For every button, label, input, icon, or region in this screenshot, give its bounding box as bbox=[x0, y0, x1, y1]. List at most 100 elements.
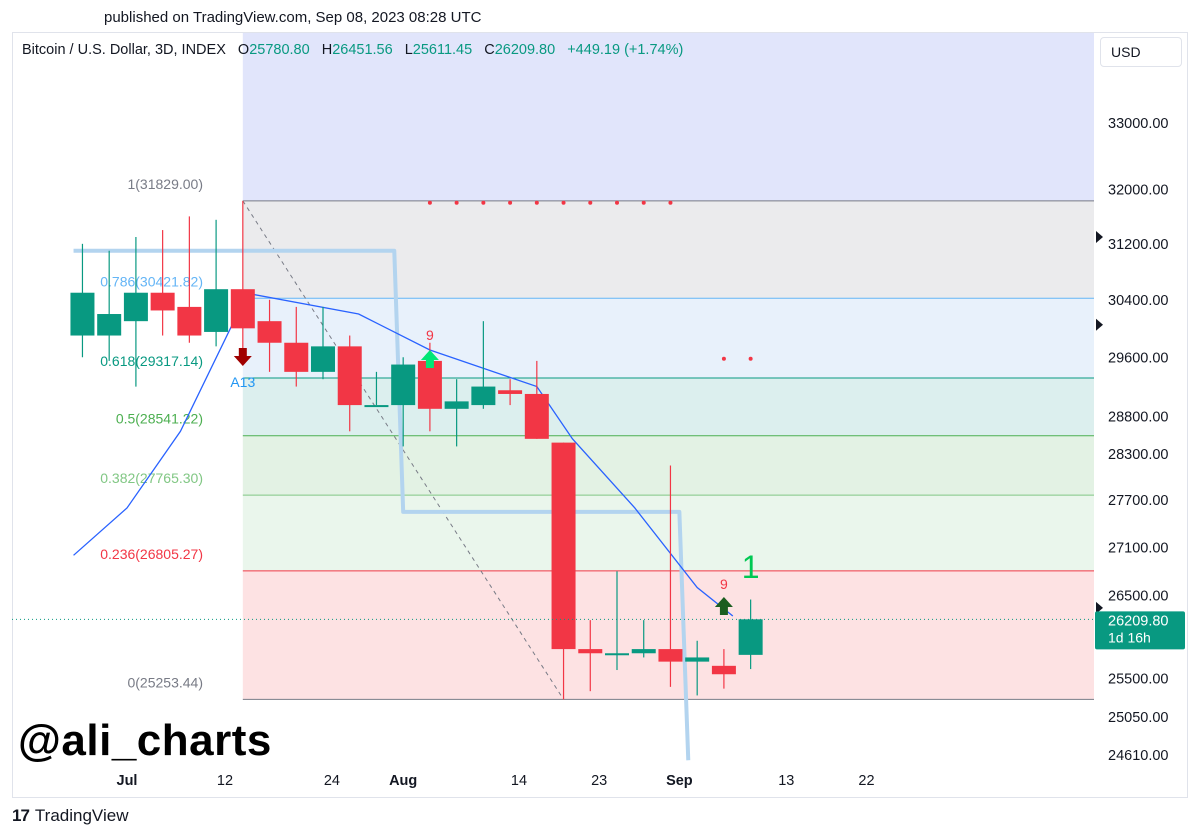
candle-body bbox=[150, 292, 175, 311]
candle-body bbox=[685, 657, 710, 662]
signal-dot bbox=[454, 200, 459, 205]
open-value: 25780.80 bbox=[249, 42, 310, 58]
tradingview-logo[interactable]: 17 TradingView bbox=[12, 806, 128, 826]
candle-body bbox=[658, 649, 683, 662]
fib-zone bbox=[242, 570, 1094, 700]
change-value: +449.19 (+1.74%) bbox=[567, 42, 684, 58]
close-value: 26209.80 bbox=[494, 42, 556, 58]
candle bbox=[284, 306, 309, 387]
candle-body bbox=[738, 619, 763, 655]
close-label: C bbox=[484, 42, 495, 58]
currency-selector[interactable]: USD bbox=[1100, 37, 1182, 67]
fib-zone bbox=[242, 495, 1094, 571]
y-tick-label: 33000.00 bbox=[1108, 116, 1168, 132]
x-tick-label: 23 bbox=[591, 773, 607, 789]
signal-dot bbox=[721, 356, 726, 361]
x-tick-label: Sep bbox=[666, 773, 693, 789]
candle-body bbox=[524, 393, 549, 439]
x-tick-label: Aug bbox=[389, 773, 417, 789]
open-label: O bbox=[237, 42, 250, 58]
x-tick-label: 22 bbox=[858, 773, 874, 789]
candle bbox=[70, 243, 95, 358]
fib-label: 0.5(28541.22) bbox=[116, 411, 203, 427]
axis-marker-icon bbox=[1096, 318, 1103, 331]
candle-body bbox=[631, 649, 656, 654]
y-tick-label: 28800.00 bbox=[1108, 409, 1168, 425]
candle bbox=[150, 230, 175, 336]
candle-body bbox=[284, 342, 309, 372]
candle bbox=[311, 306, 335, 380]
buy-arrow-icon bbox=[714, 597, 733, 615]
candle-body bbox=[311, 346, 335, 372]
candle-body bbox=[391, 364, 416, 406]
tradingview-logo-text: TradingView bbox=[34, 806, 129, 825]
candle bbox=[685, 640, 710, 696]
signal-dot bbox=[561, 200, 566, 205]
candle bbox=[498, 379, 523, 406]
low-value: 25611.45 bbox=[412, 42, 473, 58]
candle bbox=[711, 649, 736, 689]
y-tick-label: 26500.00 bbox=[1108, 589, 1168, 605]
bar-countdown: 1d 16h bbox=[1108, 629, 1151, 645]
symbol-name: Bitcoin / U.S. Dollar, 3D, INDEX bbox=[22, 42, 226, 58]
candle bbox=[337, 335, 362, 432]
y-tick-label: 24610.00 bbox=[1108, 748, 1168, 764]
y-tick-label: 25050.00 bbox=[1108, 710, 1168, 726]
fib-label: 0(25253.44) bbox=[127, 674, 203, 690]
candle-body bbox=[364, 405, 389, 408]
candle-body bbox=[444, 401, 469, 409]
step-line bbox=[73, 248, 691, 761]
buy-arrow-icon bbox=[420, 350, 439, 368]
y-tick-label: 29600.00 bbox=[1108, 350, 1168, 366]
candle-body bbox=[337, 346, 362, 406]
candle-body bbox=[70, 292, 95, 336]
axis-marker-icon bbox=[1096, 601, 1103, 614]
candle bbox=[444, 379, 469, 447]
symbol-legend: Bitcoin / U.S. Dollar, 3D, INDEX O25780.… bbox=[22, 42, 691, 58]
author-watermark: @ali_charts bbox=[18, 716, 272, 765]
y-tick-label: 30400.00 bbox=[1108, 293, 1168, 309]
candle bbox=[391, 357, 416, 447]
setup-count-label: 9 bbox=[720, 576, 728, 592]
last-price-tag bbox=[1095, 611, 1185, 650]
candle-body bbox=[204, 289, 229, 332]
x-tick-label: 13 bbox=[778, 773, 794, 789]
candle bbox=[123, 236, 148, 387]
signal-dot bbox=[508, 200, 513, 205]
candle-body bbox=[551, 442, 576, 650]
signal-dot bbox=[427, 200, 432, 205]
candle bbox=[524, 360, 549, 439]
high-label: H bbox=[321, 42, 333, 58]
last-price-value: 26209.80 bbox=[1108, 613, 1168, 629]
sell-arrow-label: A13 bbox=[230, 374, 255, 390]
candle bbox=[257, 299, 282, 372]
candle bbox=[658, 465, 683, 687]
zone-above-1 bbox=[242, 33, 1094, 201]
y-tick-label: 28300.00 bbox=[1108, 447, 1168, 463]
candle bbox=[551, 442, 576, 700]
candle-body bbox=[123, 292, 148, 322]
fib-zone bbox=[242, 298, 1094, 378]
candle bbox=[204, 219, 229, 347]
candle bbox=[631, 620, 656, 658]
candle bbox=[578, 620, 603, 692]
candle-body bbox=[605, 653, 629, 656]
count-label: 1 bbox=[742, 549, 760, 585]
published-caption: published on TradingView.com, Sep 08, 20… bbox=[104, 9, 482, 26]
candle bbox=[230, 200, 255, 350]
x-tick-label: Jul bbox=[117, 773, 138, 789]
y-tick-label: 25500.00 bbox=[1108, 671, 1168, 687]
signal-dot bbox=[668, 200, 673, 205]
moving-average-line bbox=[73, 293, 734, 617]
tradingview-logo-icon: 17 bbox=[12, 806, 30, 825]
candle bbox=[97, 250, 122, 361]
fib-trend-line bbox=[242, 200, 564, 700]
candle bbox=[738, 599, 763, 670]
axis-marker-icon bbox=[1096, 230, 1103, 243]
x-tick-label: 14 bbox=[511, 773, 527, 789]
fib-label: 1(31829.00) bbox=[127, 176, 203, 192]
x-tick-label: 24 bbox=[324, 773, 340, 789]
candle bbox=[605, 571, 629, 671]
candle bbox=[177, 216, 202, 343]
